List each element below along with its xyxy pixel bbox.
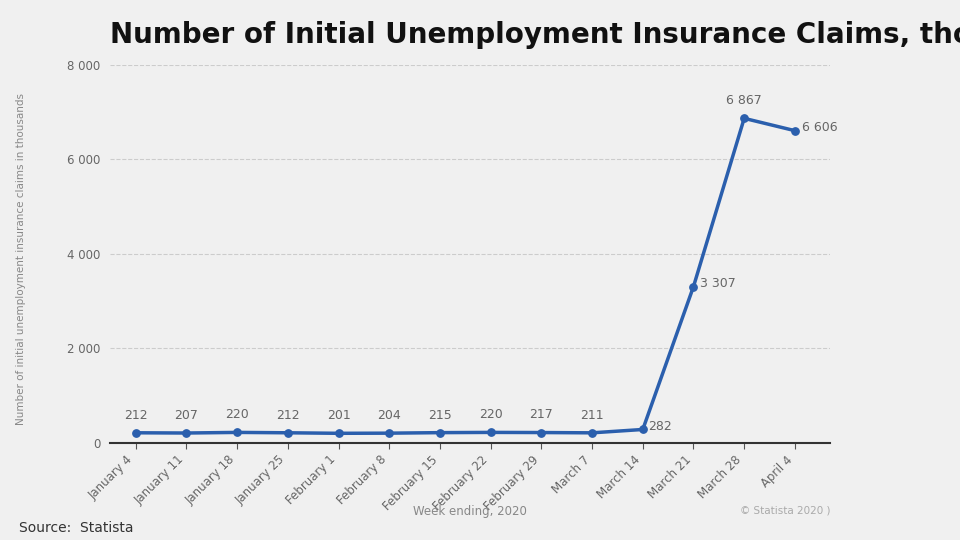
Point [432,428,447,437]
Point [585,429,600,437]
Text: Number of Initial Unemployment Insurance Claims, thousands: Number of Initial Unemployment Insurance… [110,21,960,49]
Point [128,428,143,437]
Text: 211: 211 [580,409,604,422]
Point [229,428,245,437]
Point [736,114,752,123]
Text: © Statista 2020 ): © Statista 2020 ) [740,505,830,516]
Text: 212: 212 [124,409,148,422]
Point [534,428,549,437]
Point [331,429,347,437]
Text: 217: 217 [530,408,553,421]
Text: 6 867: 6 867 [727,94,762,107]
Text: 6 606: 6 606 [802,122,837,134]
Text: 201: 201 [326,409,350,422]
Text: 3 307: 3 307 [701,277,736,291]
Point [636,425,651,434]
Text: 220: 220 [479,408,502,421]
Point [787,126,803,135]
Point [280,428,296,437]
Text: Source:  Statista: Source: Statista [19,521,133,535]
Text: 207: 207 [175,409,199,422]
Point [381,429,396,437]
Point [179,429,194,437]
Point [685,282,701,291]
Text: 204: 204 [377,409,401,422]
Text: 215: 215 [428,409,452,422]
Text: 282: 282 [648,420,672,433]
Text: Week ending, 2020: Week ending, 2020 [414,505,527,518]
Point [483,428,498,437]
Text: 220: 220 [226,408,249,421]
Text: 212: 212 [276,409,300,422]
Text: Number of initial unemployment insurance claims in thousands: Number of initial unemployment insurance… [16,93,26,425]
